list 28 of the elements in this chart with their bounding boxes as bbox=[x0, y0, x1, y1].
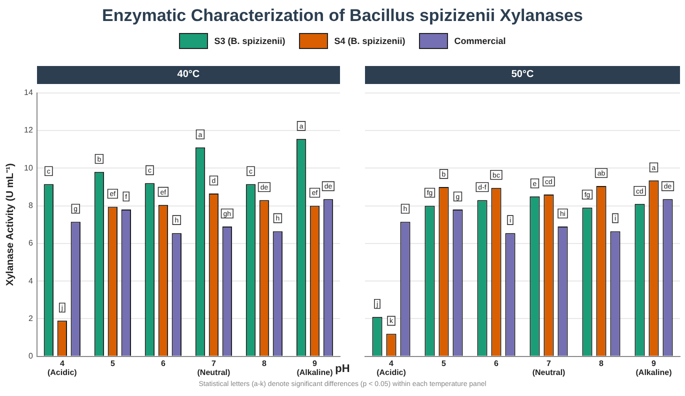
y-tick-label: 2 bbox=[28, 314, 34, 323]
chart-subtitle: 50°C bbox=[365, 66, 680, 84]
x-tick-label: 4 (Acidic) bbox=[47, 359, 78, 377]
x-tick-label: 9 (Alkaline) bbox=[296, 359, 334, 377]
x-tick-label: 5 bbox=[442, 359, 447, 368]
y-tick-label: 10 bbox=[24, 163, 34, 172]
x-tick-label: 6 bbox=[160, 359, 166, 368]
x-tick-label: 5 bbox=[110, 359, 116, 368]
x-tick-label: 4 (Acidic) bbox=[376, 359, 406, 377]
y-tick-label: 4 bbox=[28, 276, 34, 286]
y-tick-label: 14 bbox=[24, 88, 34, 98]
chart-subtitle: 40°C bbox=[36, 66, 340, 84]
x-tick-label: 7 (Neutral) bbox=[197, 359, 230, 377]
y-tick-label: 12 bbox=[24, 126, 34, 135]
x-tick-label: 9 (Alkaline) bbox=[636, 359, 672, 377]
legend-label: S3 (B. spizizenii) bbox=[214, 36, 286, 46]
x-tick-label: 7 (Neutral) bbox=[532, 359, 566, 377]
y-tick-label: 6 bbox=[28, 238, 34, 248]
x-tick-label: 6 bbox=[494, 359, 500, 368]
y-tick-label: 0 bbox=[28, 352, 34, 361]
x-tick-label: 8 bbox=[599, 359, 604, 368]
x-axis-title: pH bbox=[335, 363, 350, 375]
chart-title: Enzymatic Characterization of Bacillus spizizenii Xylanases bbox=[101, 6, 584, 26]
x-tick-label: 8 bbox=[262, 359, 267, 368]
y-axis-title: Xylanase Activity (U mL⁻¹) bbox=[4, 163, 16, 286]
legend-label: Commercial bbox=[454, 36, 506, 46]
y-tick-label: 8 bbox=[28, 200, 34, 210]
legend-label: S4 (B. spizizenii) bbox=[334, 36, 406, 46]
